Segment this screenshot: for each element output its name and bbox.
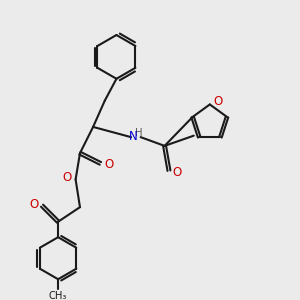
Text: H: H (135, 128, 142, 138)
Text: O: O (104, 158, 113, 171)
Text: O: O (29, 198, 38, 211)
Text: O: O (63, 172, 72, 184)
Text: N: N (129, 130, 138, 143)
Text: O: O (172, 166, 182, 178)
Text: CH₃: CH₃ (49, 291, 67, 300)
Text: O: O (213, 95, 223, 108)
